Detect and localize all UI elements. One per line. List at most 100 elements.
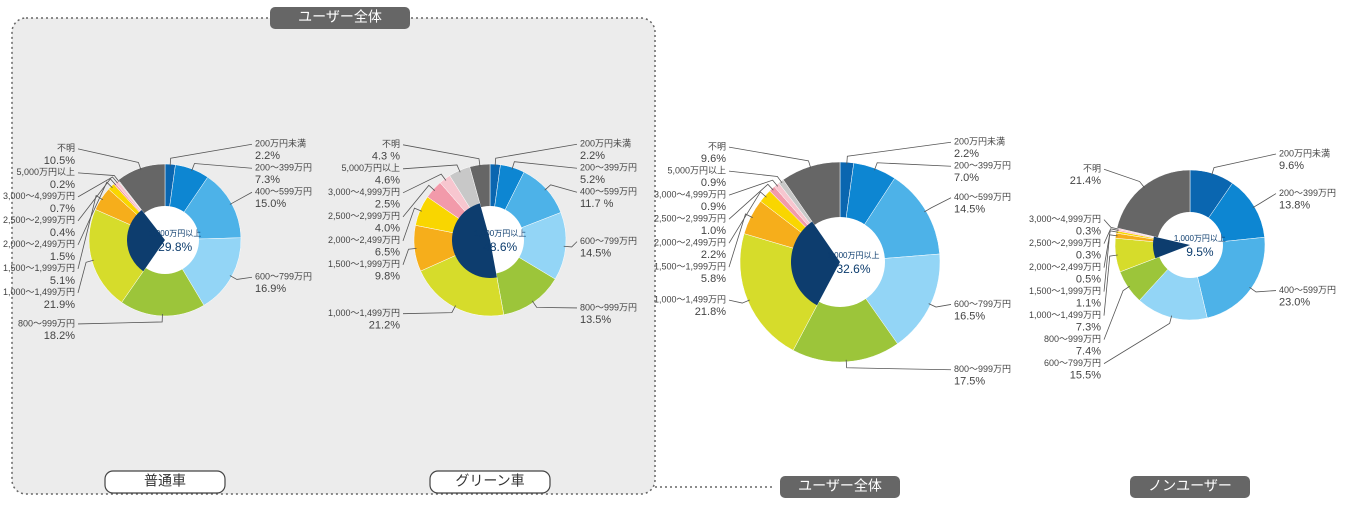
category-label: 3,000～4,999万円: [1029, 214, 1101, 224]
category-label: 2,500～2,999万円: [3, 215, 75, 225]
value-label: 10.5%: [44, 155, 75, 167]
category-label: 1,000～1,499万円: [1029, 310, 1101, 320]
leader-line: [728, 183, 774, 220]
category-label: 200万円未満: [255, 138, 306, 149]
category-label: 200～399万円: [1279, 188, 1336, 198]
value-label: 0.9%: [701, 201, 726, 213]
center-label: 1,000万円以上: [474, 229, 526, 238]
category-label: 800～999万円: [18, 318, 75, 328]
category-label: 3,000～4,999万円: [654, 190, 726, 200]
title-pill: [104, 470, 226, 494]
value-label: 1.5%: [50, 251, 75, 263]
category-label: 5,000万円以上: [341, 163, 400, 173]
value-label: 14.5%: [580, 248, 611, 260]
chart-title: ユーザー全体: [798, 478, 882, 494]
category-label: 1,500～1,999万円: [328, 259, 400, 269]
value-label: 0.3%: [1076, 250, 1101, 262]
leader-line: [1103, 228, 1119, 244]
value-label: 7.4%: [1076, 346, 1101, 358]
category-label: 200万円未満: [954, 136, 1005, 147]
category-label: 5,000万円以上: [667, 166, 726, 176]
title-pill: [429, 470, 551, 494]
group-wedge: [1153, 236, 1190, 259]
center-value: 48.6%: [483, 240, 517, 254]
value-label: 0.4%: [50, 227, 75, 239]
value-label: 4.0%: [375, 223, 400, 235]
value-label: 4.6%: [375, 175, 400, 187]
leader-line: [1103, 168, 1145, 189]
value-label: 16.5%: [954, 310, 985, 322]
group-header: ユーザー全体: [298, 9, 382, 25]
value-label: 6.5%: [375, 247, 400, 259]
leader-line: [845, 359, 952, 371]
leader-line: [728, 191, 767, 244]
category-label: 400～599万円: [580, 187, 637, 197]
leader-line: [511, 161, 578, 170]
category-label: 2,500～2,999万円: [328, 211, 400, 221]
leader-line: [728, 179, 779, 196]
category-label: 不明: [1083, 164, 1101, 174]
leader-line: [563, 241, 578, 248]
leader-line: [402, 173, 447, 194]
category-label: 1,500～1,999万円: [3, 263, 75, 273]
value-label: 9.6%: [701, 153, 726, 165]
chart-title: 普通車: [144, 473, 186, 489]
value-label: 13.5%: [580, 314, 611, 326]
value-label: 4.3 %: [372, 151, 400, 163]
value-label: 21.9%: [44, 299, 75, 311]
value-label: 2.5%: [375, 199, 400, 211]
leader-line: [728, 146, 812, 169]
category-label: 600～799万円: [1044, 358, 1101, 368]
category-label: 1,500～1,999万円: [654, 262, 726, 272]
category-label: 2,000～2,499万円: [654, 238, 726, 248]
category-label: 2,000～2,499万円: [1029, 262, 1101, 272]
value-label: 23.0%: [1279, 296, 1310, 308]
value-label: 7.0%: [954, 172, 979, 184]
leader-line: [402, 144, 481, 167]
value-label: 5.2%: [580, 174, 605, 186]
center-value: 29.8%: [158, 240, 192, 254]
value-label: 0.9%: [701, 177, 726, 189]
category-label: 800～999万円: [954, 364, 1011, 374]
leader-line: [77, 172, 120, 183]
category-label: 800～999万円: [1044, 334, 1101, 344]
group-wedge: [452, 203, 497, 278]
category-label: 不明: [708, 142, 726, 152]
value-label: 18.2%: [44, 330, 75, 342]
value-label: 21.2%: [369, 320, 400, 332]
leader-line: [402, 305, 456, 315]
value-label: 11.7 %: [580, 198, 614, 210]
leader-line: [169, 143, 253, 167]
leader-line: [728, 170, 783, 184]
title-pill: [780, 476, 900, 498]
center-label: 1,000万円以上: [149, 229, 201, 238]
leader-line: [77, 148, 142, 171]
category-label: 200～399万円: [954, 161, 1011, 171]
center-label: 1,000万円以上: [1174, 234, 1226, 243]
category-label: 200万円未満: [580, 138, 631, 149]
category-label: 1,500～1,999万円: [1029, 286, 1101, 296]
leader-line: [494, 143, 578, 167]
leader-line: [1252, 193, 1277, 209]
category-label: 600～799万円: [580, 236, 637, 246]
value-label: 0.7%: [50, 203, 75, 215]
value-label: 14.5%: [954, 204, 985, 216]
center-label: 1,000万円以上: [827, 251, 879, 260]
leader-line: [924, 197, 952, 213]
title-pill: [1130, 476, 1250, 498]
leader-line: [1103, 254, 1118, 316]
group-wedge: [790, 221, 840, 306]
leader-line: [928, 303, 952, 308]
category-label: 600～799万円: [954, 299, 1011, 309]
leader-line: [77, 259, 94, 293]
leader-line: [728, 299, 750, 304]
leader-line: [1211, 153, 1277, 176]
group-wedge: [127, 209, 165, 272]
category-label: 400～599万円: [1279, 285, 1336, 295]
leader-line: [544, 184, 578, 193]
category-label: 1,000～1,499万円: [3, 287, 75, 297]
value-label: 17.5%: [954, 376, 985, 388]
category-label: 3,000～4,999万円: [328, 187, 400, 197]
category-label: 400～599万円: [255, 187, 312, 197]
